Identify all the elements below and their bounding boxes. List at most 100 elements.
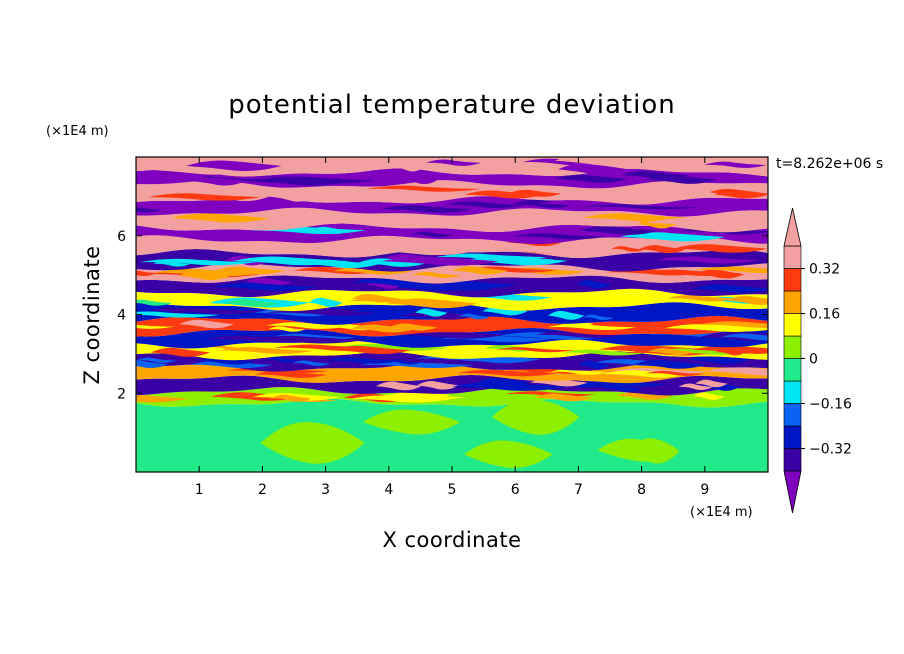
contour-patch [673, 244, 768, 253]
contour-patch [310, 226, 351, 234]
colorbar-tick-label: −0.32 [809, 442, 852, 458]
contour-patch [720, 333, 768, 341]
contour-patch [691, 345, 768, 354]
contour-patch [178, 173, 283, 180]
contour-band [136, 315, 768, 337]
contour-patch [136, 206, 162, 213]
contour-patch [452, 382, 567, 391]
x-axis: 1 2 3 4 5 6 7 8 9 [195, 157, 709, 498]
contour-patch [150, 347, 211, 357]
contour-patch [709, 172, 746, 181]
colorbar-segment [783, 380, 802, 404]
contour-patch [603, 370, 692, 378]
contour-patch [647, 348, 694, 356]
contour-band [136, 363, 768, 384]
contour-patch [392, 160, 426, 172]
contour-patch [212, 283, 317, 291]
contour-patch [268, 326, 306, 332]
contour-patch [266, 356, 298, 363]
contour-patch [616, 391, 673, 400]
contour-patch [689, 324, 768, 332]
contour-patch [562, 349, 646, 356]
contour-patch [244, 277, 293, 287]
contour-patch [382, 256, 499, 266]
contour-patch [375, 381, 422, 391]
contour-patch [146, 164, 259, 175]
x-tick-label: 8 [637, 482, 646, 498]
contour-patch [576, 280, 612, 289]
contour-patch [534, 393, 593, 402]
colorbar-tick-label: 0.16 [809, 307, 840, 323]
contour-patch [512, 233, 606, 240]
contour-patch [250, 335, 365, 344]
y-tick-label: 6 [117, 229, 126, 245]
colorbar-tick-label: 0.32 [809, 262, 840, 278]
contour-patch [351, 278, 438, 287]
colorbar-segment [783, 245, 802, 269]
contour-patch [457, 369, 557, 377]
x-tick-label: 4 [384, 482, 393, 498]
contour-patch [153, 260, 191, 267]
contour-patch [582, 314, 614, 321]
contour-patch [464, 440, 553, 469]
contour-patch [582, 213, 688, 222]
colorbar-segment [783, 425, 802, 449]
contour-patch [611, 246, 645, 252]
contour-patch [388, 323, 438, 331]
contour-patch [464, 190, 544, 199]
contour-patch [577, 360, 611, 369]
contour-patch [136, 311, 220, 318]
contour-patch [273, 344, 386, 351]
contour-patch [698, 321, 768, 328]
x-tick-label: 3 [321, 482, 330, 498]
contour-patch [641, 269, 742, 277]
x-tick-label: 6 [511, 482, 520, 498]
contour-patch [248, 176, 353, 186]
contour-patch [655, 256, 759, 264]
contour-patch [482, 306, 528, 316]
contour-patch [197, 357, 256, 365]
contour-patch [224, 299, 280, 307]
contour-patch [401, 176, 438, 185]
contour-patch [270, 394, 312, 402]
contour-patch [366, 185, 482, 192]
colorbar-segment [783, 290, 802, 314]
contour-patch [645, 370, 705, 376]
contour-patch [581, 204, 701, 210]
contour-band [136, 339, 768, 361]
contour-band [136, 263, 768, 284]
contour-patch [687, 355, 750, 365]
contour-patch [695, 379, 728, 388]
contour-patch [705, 367, 768, 376]
contour-patch [136, 241, 212, 248]
contour-patch [638, 245, 686, 254]
colorbar-tick-label: −0.16 [809, 397, 852, 413]
contour-patch [558, 163, 629, 175]
contour-patch [495, 347, 575, 353]
contour-patch [628, 438, 680, 464]
contour-patch [205, 190, 271, 202]
contour-patch [667, 295, 735, 302]
contour-patch [547, 323, 637, 331]
x-tick-label: 1 [195, 482, 204, 498]
contour-patch [153, 268, 265, 277]
contour-patch [300, 259, 380, 269]
colorbar-segment [783, 313, 802, 337]
contour-patch [410, 271, 462, 278]
contour-patch [601, 385, 644, 392]
contour-patch [675, 188, 718, 199]
colorbar-extend-max [783, 207, 802, 247]
contour-patch [332, 343, 450, 351]
contour-patch [508, 189, 562, 197]
contour-patch [350, 324, 416, 333]
contour-patch [360, 361, 474, 369]
contour-patch [348, 395, 452, 403]
contour-patch [691, 284, 768, 293]
contour-patch [545, 219, 646, 226]
contour-patch [600, 188, 634, 199]
contour-patch [715, 348, 746, 356]
contour-patch [254, 370, 328, 378]
y-tick-label: 2 [117, 386, 126, 402]
contour-patch [522, 158, 604, 166]
